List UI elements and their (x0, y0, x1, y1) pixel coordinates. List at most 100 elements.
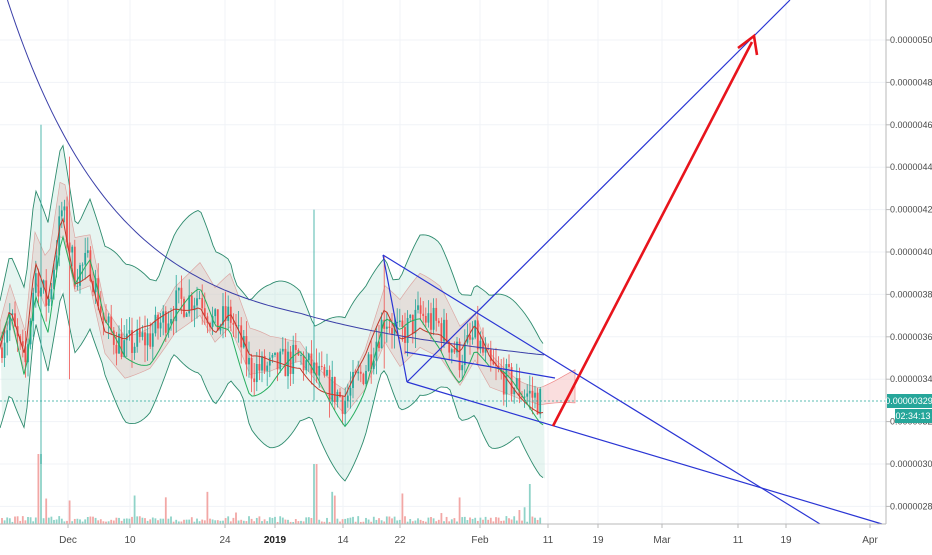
volume-bar (445, 516, 448, 524)
volume-bar (372, 516, 375, 524)
drawings[interactable] (382, 0, 883, 525)
volume-bar (203, 520, 206, 524)
volume-bar (279, 516, 282, 524)
volume-bar (222, 520, 224, 524)
candle-body (419, 305, 422, 314)
volume-bar (424, 521, 427, 524)
volume-bar (510, 519, 513, 524)
candle-body (445, 319, 448, 342)
price-axis[interactable]: 0.000002800.000003000.000003200.00000340… (885, 0, 932, 550)
volume-bar (411, 521, 414, 524)
candle-body (294, 344, 297, 351)
volume-bar (263, 519, 266, 524)
volume-bar (235, 512, 237, 524)
triangle-base[interactable] (382, 254, 408, 383)
date-tick-label: 14 (337, 535, 349, 546)
candle-body (224, 306, 227, 321)
candle-body (315, 362, 318, 376)
candle-body (471, 337, 474, 340)
time-axis[interactable]: Dec 10 24 2019 14 22 Feb 11 19 Mar 11 19 Apr (0, 523, 886, 546)
candle-body (89, 250, 92, 281)
candle-body (508, 364, 510, 368)
candle-body (193, 305, 196, 311)
volume-bar (14, 516, 16, 524)
candle-body (71, 246, 74, 253)
volume-bar (68, 500, 71, 524)
mid-trendline[interactable] (404, 351, 556, 379)
volume-bar (531, 516, 534, 524)
volume-bar (513, 516, 516, 524)
volume-bar (27, 516, 29, 524)
candle-body (53, 269, 55, 290)
candle-body (222, 306, 224, 326)
candle-body (398, 320, 401, 322)
price-tick-label: 0.00000500 (890, 35, 932, 45)
target-arrow-head[interactable] (737, 33, 759, 56)
candle-body (50, 289, 53, 300)
trendline-upper[interactable] (382, 254, 821, 525)
candle-body (201, 298, 204, 309)
candle-body (463, 342, 466, 366)
candle-body (261, 355, 263, 371)
candle-body (391, 327, 393, 334)
candle-body (227, 306, 230, 321)
candle-body (170, 319, 172, 324)
candle-body (159, 322, 162, 329)
ma-short (0, 217, 544, 414)
volume-bar (84, 519, 87, 524)
volume-bar (120, 520, 123, 524)
trendline-lower[interactable] (406, 381, 883, 525)
volume-bar (29, 517, 32, 524)
candle-body (505, 364, 508, 395)
volume-bar (450, 519, 453, 524)
candle-body (328, 369, 331, 402)
candle-body (141, 332, 144, 338)
moving-averages (0, 0, 545, 428)
volume-bar (521, 520, 523, 524)
candle-body (99, 306, 102, 313)
candle-body (336, 391, 339, 402)
target-arrow-shaft[interactable] (551, 41, 754, 427)
volume-bar (151, 517, 154, 524)
volume-bar (63, 521, 66, 524)
volume-bar (149, 519, 152, 524)
volume-bar (294, 519, 297, 524)
candle-body (6, 330, 9, 343)
projection-line[interactable] (406, 0, 791, 383)
volume-bar (461, 517, 464, 524)
volume-bar (105, 521, 107, 524)
volume-bar (287, 519, 289, 524)
volume-bar (266, 521, 269, 524)
volume-bar (489, 517, 492, 524)
candle-body (68, 242, 71, 253)
current-price-badge: 0.00000329 02:34:13 (885, 394, 932, 423)
candle-body (443, 319, 445, 342)
candle-body (263, 355, 266, 371)
candle-body (396, 321, 399, 324)
candle-body (86, 250, 89, 253)
volume-bar (443, 521, 445, 524)
volume-bar (162, 518, 165, 524)
candle-body (440, 323, 443, 342)
volume-bar (310, 517, 313, 524)
volume-bar (307, 517, 310, 524)
candle-body (333, 377, 336, 402)
volume-bar (502, 520, 505, 524)
volume-bar (167, 518, 170, 524)
candle-body (3, 342, 6, 358)
candle-body (313, 362, 315, 374)
volume-bar (471, 518, 474, 524)
candle-body (476, 320, 479, 350)
band-lower (0, 292, 544, 482)
candle-body (523, 396, 526, 398)
volume-bar (422, 520, 425, 524)
volume-bar (133, 495, 136, 524)
date-tick-label: Dec (59, 535, 77, 546)
candle-body (60, 210, 63, 217)
volume-bar (378, 518, 380, 524)
volume-bar (37, 454, 40, 524)
